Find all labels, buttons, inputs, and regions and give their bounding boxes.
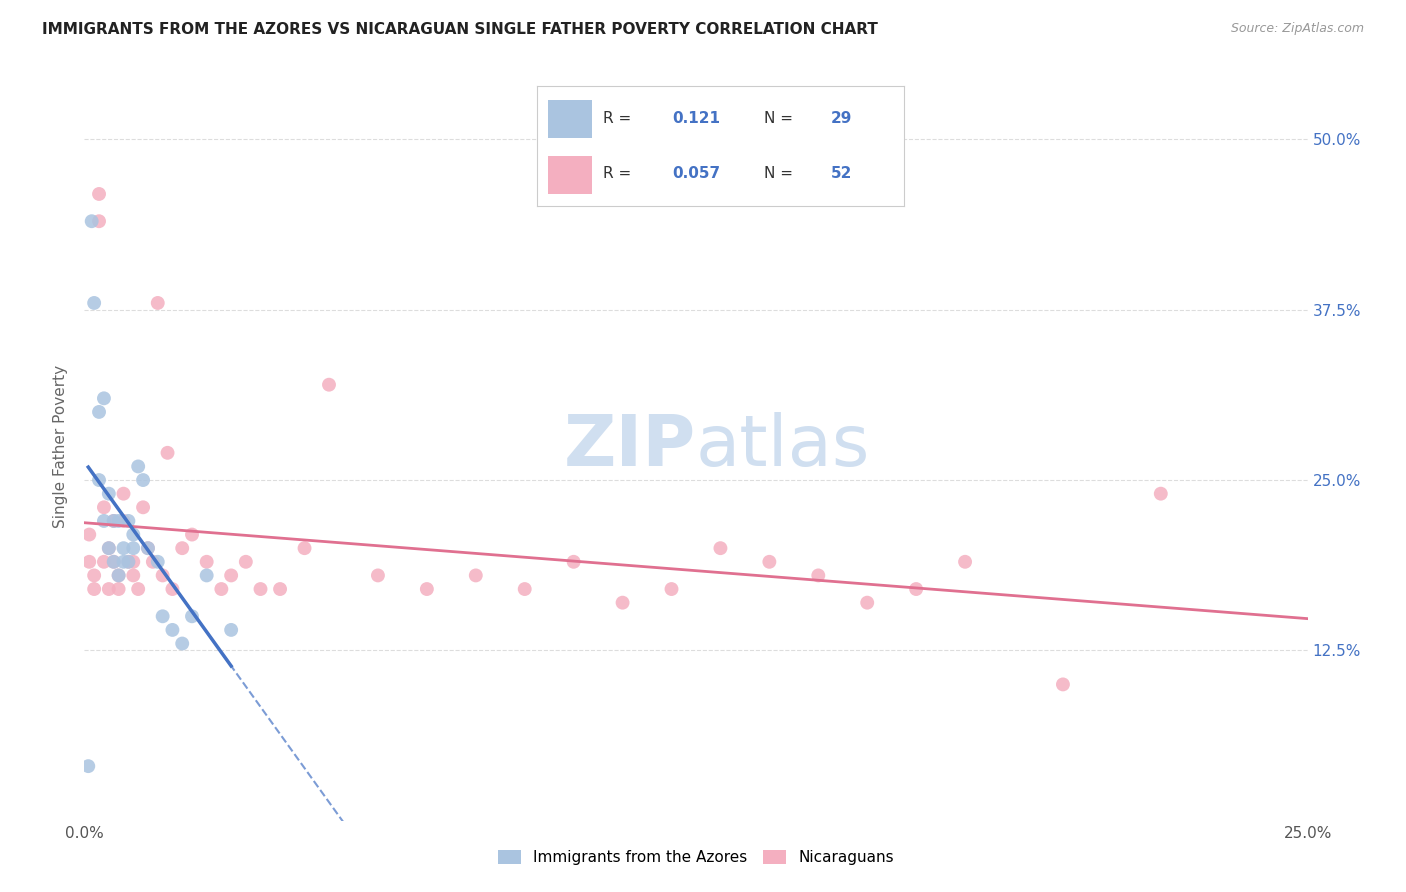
Point <box>209 582 232 596</box>
Point <box>152 609 174 624</box>
Point <box>112 514 135 528</box>
Point <box>136 541 159 556</box>
Point <box>83 582 105 596</box>
Text: atlas: atlas <box>696 411 870 481</box>
Text: ZIP: ZIP <box>564 411 696 481</box>
Point <box>269 582 291 596</box>
Point <box>249 582 271 596</box>
Point <box>117 555 139 569</box>
Point <box>612 596 634 610</box>
Point <box>97 582 120 596</box>
Point <box>97 541 120 556</box>
Point <box>122 555 145 569</box>
Point <box>367 568 389 582</box>
Point <box>122 527 145 541</box>
Point <box>661 582 683 596</box>
Point <box>132 473 155 487</box>
Y-axis label: Single Father Poverty: Single Father Poverty <box>53 365 69 527</box>
Point <box>807 568 830 582</box>
Point <box>219 568 242 582</box>
Point <box>112 555 135 569</box>
Point <box>93 500 115 515</box>
Point <box>294 541 316 556</box>
Point <box>156 446 179 460</box>
Legend: Immigrants from the Azores, Nicaraguans: Immigrants from the Azores, Nicaraguans <box>498 850 894 865</box>
Point <box>93 514 115 528</box>
Point <box>103 555 125 569</box>
Point <box>87 214 110 228</box>
Point <box>107 582 129 596</box>
Point <box>562 555 585 569</box>
Point <box>235 555 257 569</box>
Point <box>117 555 139 569</box>
Point <box>127 459 149 474</box>
Point <box>513 582 536 596</box>
Point <box>97 541 120 556</box>
Point <box>856 596 879 610</box>
Point <box>83 296 105 310</box>
Point <box>87 405 110 419</box>
Point <box>132 500 155 515</box>
Point <box>87 473 110 487</box>
Point <box>172 541 194 556</box>
Point <box>122 568 145 582</box>
Point <box>93 555 115 569</box>
Point <box>318 377 340 392</box>
Point <box>416 582 439 596</box>
Point <box>142 555 165 569</box>
Point <box>905 582 928 596</box>
Point <box>93 392 115 406</box>
Point <box>87 186 110 201</box>
Point <box>83 568 105 582</box>
Point <box>103 555 125 569</box>
Point <box>152 568 174 582</box>
Point <box>77 759 100 773</box>
Point <box>107 514 129 528</box>
Point <box>709 541 731 556</box>
Point <box>195 568 218 582</box>
Point <box>181 609 204 624</box>
Point <box>1150 486 1173 500</box>
Point <box>117 514 139 528</box>
Point <box>1052 677 1074 691</box>
Point <box>195 555 218 569</box>
Point <box>136 541 159 556</box>
Point <box>112 486 135 500</box>
Point <box>97 486 120 500</box>
Point <box>146 296 169 310</box>
Point <box>758 555 780 569</box>
Point <box>127 582 149 596</box>
Point <box>77 555 100 569</box>
Text: Source: ZipAtlas.com: Source: ZipAtlas.com <box>1230 22 1364 36</box>
Point <box>172 636 194 650</box>
Point <box>107 568 129 582</box>
Point <box>122 541 145 556</box>
Point <box>219 623 242 637</box>
Point <box>103 514 125 528</box>
Point <box>953 555 976 569</box>
Point <box>103 514 125 528</box>
Point <box>77 527 100 541</box>
Point <box>181 527 204 541</box>
Point <box>80 214 103 228</box>
Point <box>464 568 486 582</box>
Point <box>162 582 184 596</box>
Text: IMMIGRANTS FROM THE AZORES VS NICARAGUAN SINGLE FATHER POVERTY CORRELATION CHART: IMMIGRANTS FROM THE AZORES VS NICARAGUAN… <box>42 22 879 37</box>
Point <box>162 623 184 637</box>
Point <box>146 555 169 569</box>
Point <box>107 568 129 582</box>
Point <box>112 541 135 556</box>
